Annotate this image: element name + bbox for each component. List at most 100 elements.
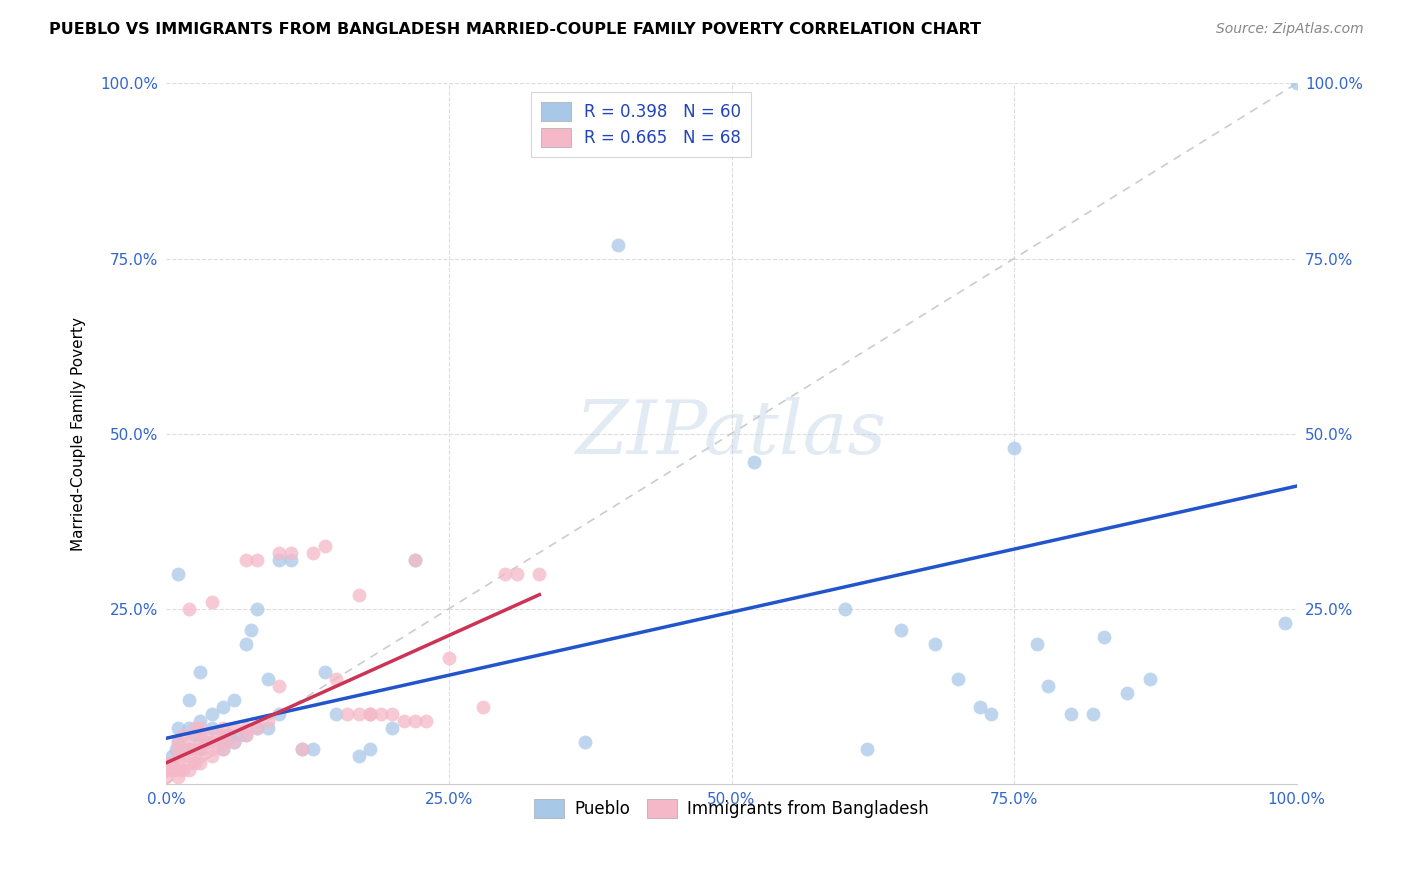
Point [155, 763, 177, 777]
Point [190, 721, 212, 735]
Point [257, 721, 280, 735]
Point [212, 741, 235, 756]
Point [166, 748, 188, 763]
Text: Source: ZipAtlas.com: Source: ZipAtlas.com [1216, 22, 1364, 37]
Point [1116, 686, 1139, 700]
Point [246, 601, 269, 615]
Point [190, 714, 212, 728]
Point [190, 748, 212, 763]
Point [177, 756, 200, 770]
Point [302, 546, 325, 560]
Point [155, 756, 177, 770]
Point [201, 595, 224, 609]
Point [742, 454, 765, 468]
Point [212, 728, 235, 742]
Point [347, 706, 370, 721]
Point [471, 699, 494, 714]
Point [201, 706, 224, 721]
Point [166, 763, 188, 777]
Point [506, 566, 529, 581]
Point [291, 741, 314, 756]
Point [359, 741, 381, 756]
Point [856, 741, 879, 756]
Point [183, 728, 205, 742]
Point [212, 735, 235, 749]
Point [190, 665, 212, 679]
Point [177, 748, 200, 763]
Point [314, 539, 336, 553]
Point [224, 721, 246, 735]
Point [495, 566, 517, 581]
Point [437, 650, 460, 665]
Legend: Pueblo, Immigrants from Bangladesh: Pueblo, Immigrants from Bangladesh [527, 792, 935, 824]
Point [257, 714, 280, 728]
Point [235, 721, 257, 735]
Point [190, 756, 212, 770]
Point [165, 741, 187, 756]
Text: PUEBLO VS IMMIGRANTS FROM BANGLADESH MARRIED-COUPLE FAMILY POVERTY CORRELATION C: PUEBLO VS IMMIGRANTS FROM BANGLADESH MAR… [49, 22, 981, 37]
Point [235, 728, 257, 742]
Point [201, 741, 224, 756]
Point [201, 735, 224, 749]
Point [177, 741, 200, 756]
Point [1139, 672, 1161, 686]
Point [160, 763, 183, 777]
Point [235, 728, 257, 742]
Point [257, 672, 280, 686]
Point [415, 714, 437, 728]
Point [212, 735, 235, 749]
Point [980, 706, 1002, 721]
Point [177, 692, 200, 706]
Point [240, 623, 263, 637]
Point [392, 714, 415, 728]
Point [183, 756, 205, 770]
Point [269, 706, 291, 721]
Point [177, 741, 200, 756]
Point [269, 546, 291, 560]
Point [195, 728, 218, 742]
Point [404, 552, 426, 566]
Point [246, 721, 269, 735]
Point [946, 672, 969, 686]
Point [325, 672, 347, 686]
Point [969, 699, 991, 714]
Point [172, 728, 194, 742]
Point [246, 552, 269, 566]
Text: ZIPatlas: ZIPatlas [576, 397, 887, 470]
Point [190, 741, 212, 756]
Point [1059, 706, 1081, 721]
Point [166, 721, 188, 735]
Point [166, 741, 188, 756]
Point [1094, 630, 1116, 644]
Point [224, 692, 246, 706]
Point [235, 637, 257, 651]
Point [166, 770, 188, 784]
Point [160, 748, 183, 763]
Point [359, 706, 381, 721]
Point [325, 706, 347, 721]
Point [177, 735, 200, 749]
Y-axis label: Married-Couple Family Poverty: Married-Couple Family Poverty [72, 317, 86, 550]
Point [224, 735, 246, 749]
Point [404, 552, 426, 566]
Point [269, 679, 291, 693]
Point [574, 735, 596, 749]
Point [370, 706, 392, 721]
Point [177, 763, 200, 777]
Point [235, 552, 257, 566]
Point [269, 552, 291, 566]
Point [347, 588, 370, 602]
Point [201, 748, 224, 763]
Point [529, 566, 551, 581]
Point [207, 728, 229, 742]
Point [166, 566, 188, 581]
Point [347, 748, 370, 763]
Point [177, 721, 200, 735]
Point [218, 728, 240, 742]
Point [166, 735, 188, 749]
Point [280, 546, 302, 560]
Point [155, 770, 177, 784]
Point [336, 706, 359, 721]
Point [177, 601, 200, 615]
Point [190, 741, 212, 756]
